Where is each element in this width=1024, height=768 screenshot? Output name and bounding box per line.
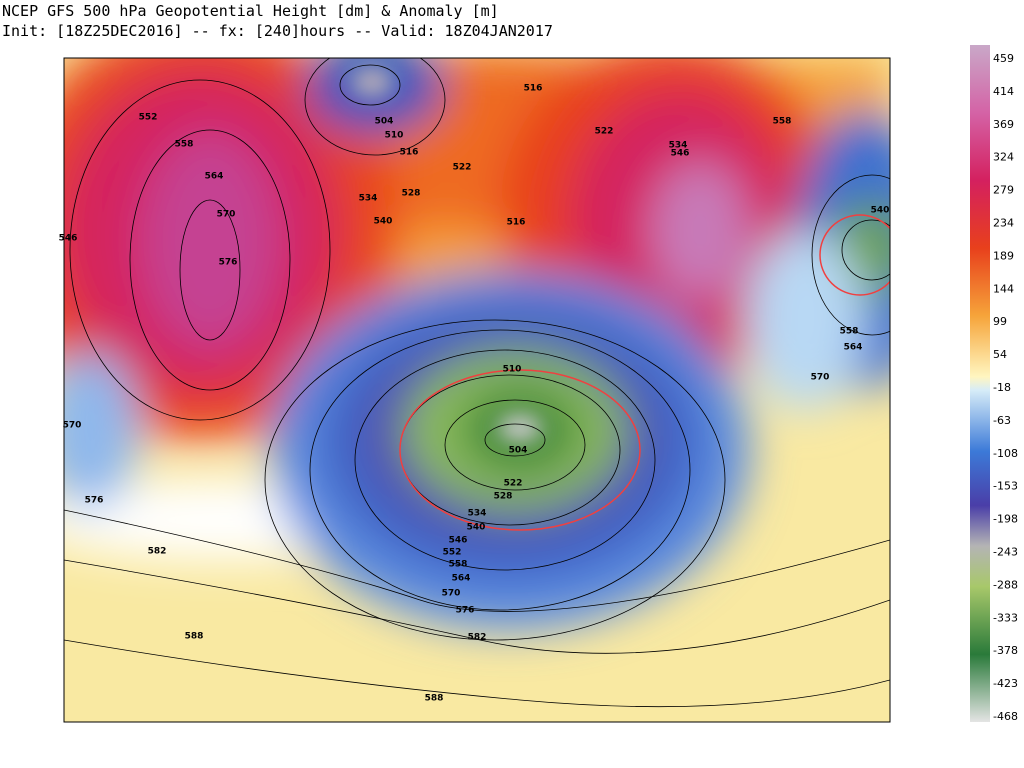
title: NCEP GFS 500 hPa Geopotential Height [dm…	[2, 2, 499, 20]
contour-label: 510	[503, 365, 522, 375]
contour-label: 570	[811, 373, 830, 383]
colorbar-label: -153	[993, 480, 1018, 493]
contour-label: 588	[425, 694, 444, 704]
contour-label: 588	[185, 632, 204, 642]
contour-label: 522	[504, 479, 523, 489]
contour-label: 576	[85, 496, 104, 506]
contour-label: 546	[59, 234, 78, 244]
contour-label: 570	[63, 421, 82, 431]
contour-label: 582	[148, 547, 167, 557]
contour-label: 558	[449, 560, 468, 570]
colorbar-label: -63	[993, 414, 1011, 427]
colorbar-label: 99	[993, 315, 1007, 328]
contour-label: 564	[452, 574, 471, 584]
subtitle: Init: [18Z25DEC2016] -- fx: [240]hours -…	[2, 22, 553, 40]
colorbar-label: -378	[993, 644, 1018, 657]
contour-label: 546	[449, 536, 468, 546]
colorbar-label: -423	[993, 677, 1018, 690]
colorbar-label: -333	[993, 611, 1018, 624]
contour-label: 558	[840, 327, 859, 337]
contour-label: 534	[468, 509, 487, 519]
colorbar-label: 234	[993, 217, 1014, 230]
colorbar-label: 144	[993, 282, 1014, 295]
colorbar-label: -108	[993, 447, 1018, 460]
contour-label: 528	[494, 492, 513, 502]
contour-label: 528	[402, 189, 421, 199]
contour-label: 504	[375, 117, 394, 127]
contour-label: 522	[595, 127, 614, 137]
colorbar-label: 459	[993, 52, 1014, 65]
contour-label: 540	[871, 206, 890, 216]
contour-label: 552	[443, 548, 462, 558]
colorbar-label: 189	[993, 249, 1014, 262]
contour-label: 558	[175, 140, 194, 150]
contour-label: 576	[456, 606, 475, 616]
contour-label: 540	[374, 217, 393, 227]
contour-label: 534	[359, 194, 378, 204]
colorbar-label: -468	[993, 710, 1018, 723]
contour-label: 516	[524, 84, 543, 94]
contour-label: 540	[467, 523, 486, 533]
contour-label: 504	[509, 446, 528, 456]
contour-label: 546	[671, 149, 690, 159]
colorbar-label: -243	[993, 546, 1018, 559]
contour-label: 534	[669, 141, 688, 151]
colorbar-label: 369	[993, 118, 1014, 131]
colorbar-label: -18	[993, 381, 1011, 394]
contour-label: 582	[468, 633, 487, 643]
colorbar-label: 324	[993, 151, 1014, 164]
contour-label: 552	[139, 113, 158, 123]
contour-label: 564	[844, 343, 863, 353]
contour-label: 558	[773, 117, 792, 127]
colorbar-label: 54	[993, 348, 1007, 361]
contour-label: 516	[400, 148, 419, 158]
contour-label: 576	[219, 258, 238, 268]
contour-label: 516	[507, 218, 526, 228]
contour-label: 522	[453, 163, 472, 173]
contour-label: 570	[442, 589, 461, 599]
map	[64, 58, 890, 722]
contour-label: 570	[217, 210, 236, 220]
colorbar	[970, 45, 990, 722]
colorbar-label: -198	[993, 513, 1018, 526]
colorbar-label: -288	[993, 578, 1018, 591]
contour-label: 564	[205, 172, 224, 182]
colorbar-label: 279	[993, 184, 1014, 197]
contour-label: 510	[385, 131, 404, 141]
colorbar-label: 414	[993, 85, 1014, 98]
map-frame	[63, 57, 891, 723]
